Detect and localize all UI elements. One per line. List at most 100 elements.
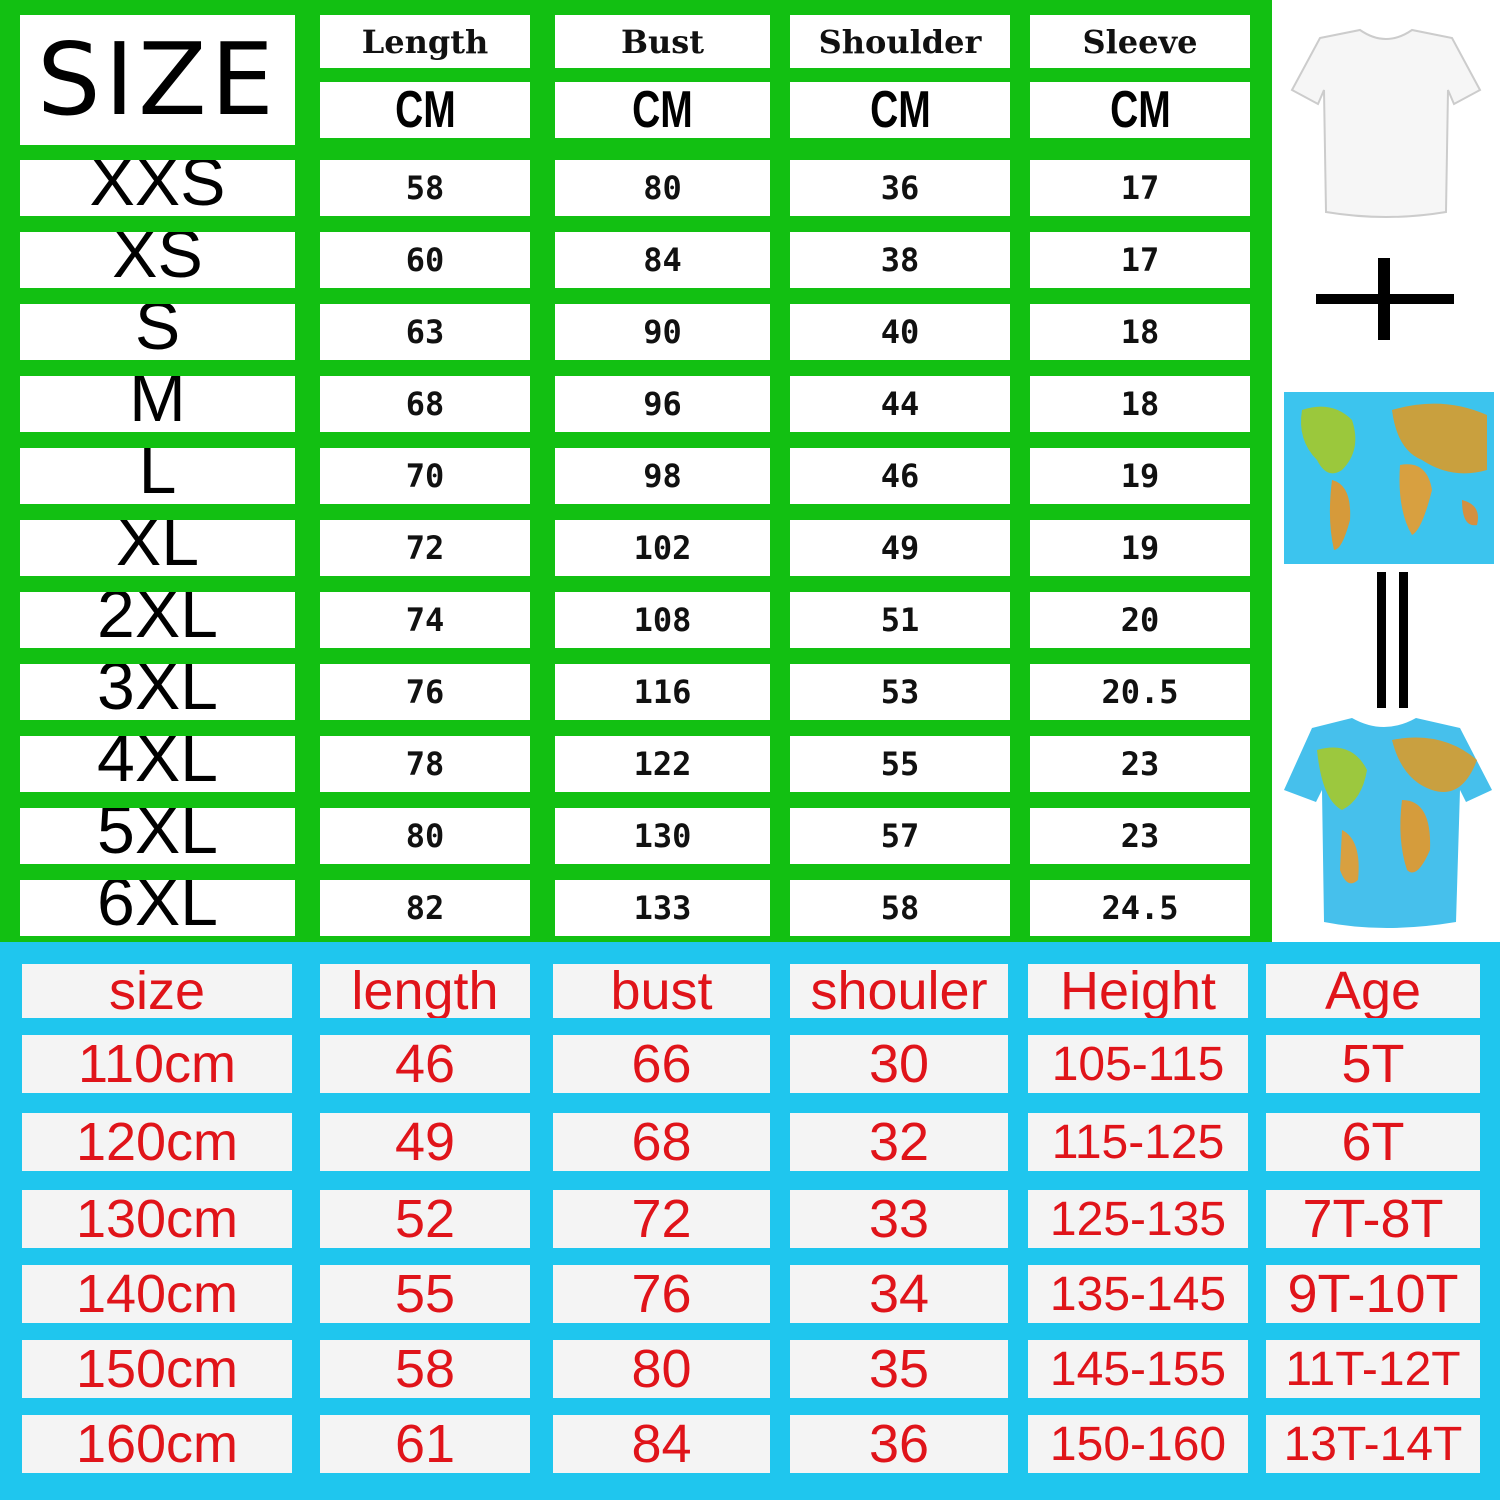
table-cell: 51 xyxy=(790,592,1010,648)
table-cell: 76 xyxy=(320,664,530,720)
table-cell: 130 xyxy=(555,808,770,864)
table-cell: 19 xyxy=(1030,520,1250,576)
kids-table-cell: 6T xyxy=(1266,1113,1480,1171)
kids-table-cell: 130cm xyxy=(22,1190,292,1248)
unit-text: CM xyxy=(632,82,693,138)
kids-table-cell: 36 xyxy=(790,1415,1008,1473)
kids-table-cell: 13T-14T xyxy=(1266,1415,1480,1473)
kids-table-cell: 7T-8T xyxy=(1266,1190,1480,1248)
table-cell: 20.5 xyxy=(1030,664,1250,720)
table-cell: 82 xyxy=(320,880,530,936)
kids-table-cell: 68 xyxy=(553,1113,770,1171)
size-label: M xyxy=(20,376,295,432)
unit-label: CM xyxy=(555,82,770,138)
kids-table-cell: 115-125 xyxy=(1028,1113,1248,1171)
size-label: 6XL xyxy=(20,880,295,936)
kids-table-cell: 49 xyxy=(320,1113,530,1171)
table-cell: 84 xyxy=(555,232,770,288)
kids-table-cell: 84 xyxy=(553,1415,770,1473)
table-cell: 116 xyxy=(555,664,770,720)
table-cell: 68 xyxy=(320,376,530,432)
table-cell: 36 xyxy=(790,160,1010,216)
table-cell: 53 xyxy=(790,664,1010,720)
kids-table-cell: 72 xyxy=(553,1190,770,1248)
kids-table-cell: 55 xyxy=(320,1265,530,1323)
kids-column-header: shouler xyxy=(790,964,1008,1018)
kids-column-header: Age xyxy=(1266,964,1480,1018)
table-cell: 38 xyxy=(790,232,1010,288)
kids-table-cell: 66 xyxy=(553,1035,770,1093)
kids-table-cell: 80 xyxy=(553,1340,770,1398)
world-map-tshirt-icon xyxy=(1284,718,1492,928)
kids-table-cell: 11T-12T xyxy=(1266,1340,1480,1398)
table-cell: 58 xyxy=(790,880,1010,936)
equals-icon xyxy=(1377,572,1408,708)
kids-table-cell: 160cm xyxy=(22,1415,292,1473)
product-illustration xyxy=(1272,0,1500,942)
adult-size-table: SIZE Length CM Bust CM Shoulder CM Sleeve CM XXS 5… xyxy=(0,0,1272,942)
size-label: 3XL xyxy=(20,664,295,720)
kids-table-cell: 52 xyxy=(320,1190,530,1248)
table-cell: 58 xyxy=(320,160,530,216)
kids-table-cell: 34 xyxy=(790,1265,1008,1323)
table-cell: 70 xyxy=(320,448,530,504)
unit-label: CM xyxy=(320,82,530,138)
corner-size-label: SIZE xyxy=(20,15,295,145)
table-cell: 20 xyxy=(1030,592,1250,648)
kids-table-cell: 135-145 xyxy=(1028,1265,1248,1323)
kids-table-cell: 35 xyxy=(790,1340,1008,1398)
table-cell: 60 xyxy=(320,232,530,288)
kids-size-table: size length bust shouler Height Age 110cm 46 66 3… xyxy=(0,942,1500,1500)
kids-table-cell: 105-115 xyxy=(1028,1035,1248,1093)
table-cell: 78 xyxy=(320,736,530,792)
table-cell: 44 xyxy=(790,376,1010,432)
table-cell: 72 xyxy=(320,520,530,576)
kids-table-cell: 5T xyxy=(1266,1035,1480,1093)
kids-table-cell: 32 xyxy=(790,1113,1008,1171)
kids-table-cell: 76 xyxy=(553,1265,770,1323)
table-cell: 108 xyxy=(555,592,770,648)
kids-table-cell: 125-135 xyxy=(1028,1190,1248,1248)
size-label: S xyxy=(20,304,295,360)
illustration-svg xyxy=(1284,28,1494,928)
unit-text: CM xyxy=(394,82,456,138)
kids-table-cell: 58 xyxy=(320,1340,530,1398)
kids-column-header: size xyxy=(22,964,292,1018)
table-cell: 55 xyxy=(790,736,1010,792)
table-cell: 133 xyxy=(555,880,770,936)
table-cell: 24.5 xyxy=(1030,880,1250,936)
column-header: Shoulder xyxy=(790,15,1010,68)
table-cell: 74 xyxy=(320,592,530,648)
table-cell: 40 xyxy=(790,304,1010,360)
table-cell: 96 xyxy=(555,376,770,432)
table-cell: 63 xyxy=(320,304,530,360)
white-tshirt-icon xyxy=(1290,28,1482,218)
unit-label: CM xyxy=(1030,82,1250,138)
table-cell: 102 xyxy=(555,520,770,576)
table-cell: 17 xyxy=(1030,232,1250,288)
table-cell: 122 xyxy=(555,736,770,792)
size-label: L xyxy=(20,448,295,504)
kids-table-cell: 145-155 xyxy=(1028,1340,1248,1398)
unit-text: CM xyxy=(1109,82,1171,138)
size-label: XL xyxy=(20,520,295,576)
size-label: XS xyxy=(20,232,295,288)
kids-table-cell: 30 xyxy=(790,1035,1008,1093)
table-cell: 23 xyxy=(1030,808,1250,864)
unit-text: CM xyxy=(869,82,931,138)
kids-table-cell: 9T-10T xyxy=(1266,1265,1480,1323)
kids-table-cell: 61 xyxy=(320,1415,530,1473)
table-cell: 80 xyxy=(555,160,770,216)
table-cell: 80 xyxy=(320,808,530,864)
kids-table-cell: 150-160 xyxy=(1028,1415,1248,1473)
plus-icon xyxy=(1316,258,1454,340)
column-header: Sleeve xyxy=(1030,15,1250,68)
kids-table-cell: 110cm xyxy=(22,1035,292,1093)
kids-table-cell: 33 xyxy=(790,1190,1008,1248)
unit-label: CM xyxy=(790,82,1010,138)
size-label: XXS xyxy=(20,160,295,216)
world-map-icon xyxy=(1284,392,1494,564)
table-cell: 57 xyxy=(790,808,1010,864)
table-cell: 17 xyxy=(1030,160,1250,216)
